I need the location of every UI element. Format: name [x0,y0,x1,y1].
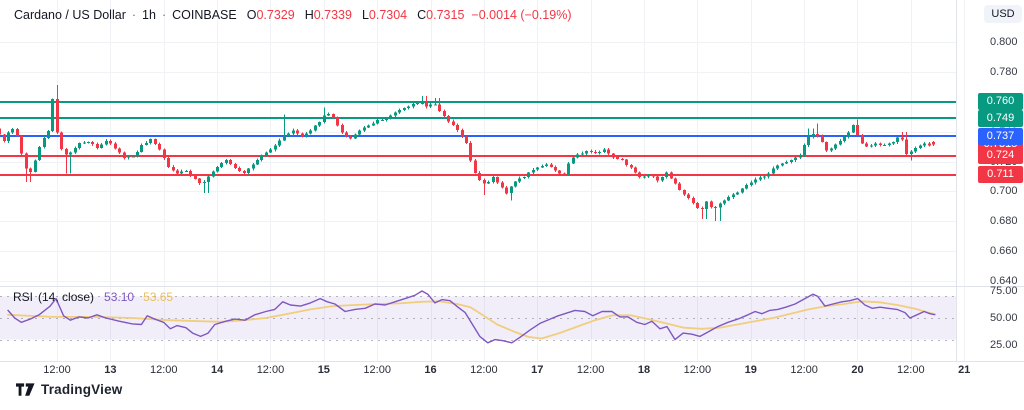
time-tick-day: 13 [104,364,117,376]
price-tick: 0.780 [990,65,1018,78]
pane-separators[interactable] [0,0,1024,362]
tradingview-logo-icon [16,382,35,396]
separator-dot: · [161,8,167,22]
rsi-title[interactable]: RSI [13,290,34,304]
ohlc-open: O0.7329 [246,8,295,22]
rsi-params: (14, close) [38,290,95,304]
symbol-title[interactable]: Cardano / US Dollar [14,8,126,22]
time-tick-hour: 12:00 [897,364,925,376]
symbol-legend: Cardano / US Dollar · 1h · COINBASE O0.7329 H0… [14,8,571,22]
price-tick: 0.800 [990,36,1018,48]
rsi-tick: 75.00 [990,285,1018,297]
time-tick-hour: 12:00 [256,364,285,376]
rsi-lines [7,290,936,344]
level-price-label: 0.749 [978,109,1023,127]
time-tick-hour: 12:00 [470,364,498,376]
time-tick-day: 19 [744,364,757,376]
currency-badge: USD [984,5,1022,23]
time-tick-day: 17 [531,364,544,376]
exchange-label: COINBASE [172,8,237,22]
level-price-label: 0.724 [978,147,1023,165]
interval-label: 1h [142,8,156,22]
ohlc-high: H0.7339 [304,8,352,22]
price-tick: 0.660 [990,245,1018,258]
rsi-tick: 25.00 [990,339,1018,351]
time-tick-hour: 12:00 [363,364,391,376]
separator-dot: · [131,8,137,22]
time-tick-hour: 12:00 [683,364,712,376]
time-tick-day: 20 [851,364,864,376]
time-tick-day: 18 [637,364,651,376]
rsi-legend: RSI (14, close) 53.10 53.65 [13,290,173,304]
price-level-lines[interactable] [0,101,956,176]
time-tick-day: 14 [210,364,224,376]
grid-layer [0,0,965,361]
time-tick-hour: 12:00 [790,364,818,376]
tradingview-logo[interactable]: TradingView [16,382,122,397]
price-tick: 0.680 [990,215,1018,228]
rsi-ma-value: 53.65 [143,290,174,304]
ohlc-low: L0.7304 [361,8,408,22]
level-price-label: 0.760 [978,93,1023,111]
rsi-tick: 50.00 [990,312,1018,324]
tradingview-logo-text: TradingView [41,382,123,397]
change-label: −0.0014 (−0.19%) [471,8,572,22]
rsi-value: 53.10 [104,290,135,304]
time-axis[interactable]: 12:00 13 12:00 14 12:00 15 12:00 16 12:00 17 12:00… [0,362,1024,379]
price-tick: 0.640 [990,275,1018,288]
time-tick-day: 15 [317,364,330,376]
candlesticks [0,85,935,221]
level-price-label: 0.737 [978,127,1023,145]
price-axis[interactable]: 0.8000.7800.7600.7400.7200.7000.6800.660… [956,0,1024,361]
time-tick-day: 21 [958,364,971,376]
time-tick-day: 16 [424,364,437,376]
level-price-label: 0.711 [978,166,1023,184]
price-tick: 0.700 [990,185,1018,198]
time-tick-hour: 12:00 [43,364,71,376]
time-tick-hour: 12:00 [576,364,605,376]
ohlc-close: C0.7315 [417,8,465,22]
currency-label: USD [991,8,1015,20]
time-tick-hour: 12:00 [149,364,178,376]
